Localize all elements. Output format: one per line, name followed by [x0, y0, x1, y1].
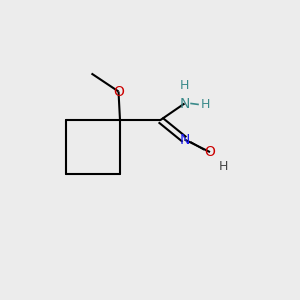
Text: O: O — [113, 85, 124, 98]
Text: N: N — [179, 133, 190, 146]
Text: H: H — [201, 98, 210, 111]
Text: H: H — [180, 79, 189, 92]
Text: H: H — [219, 160, 228, 173]
Text: O: O — [205, 145, 215, 159]
Text: N: N — [179, 97, 190, 110]
